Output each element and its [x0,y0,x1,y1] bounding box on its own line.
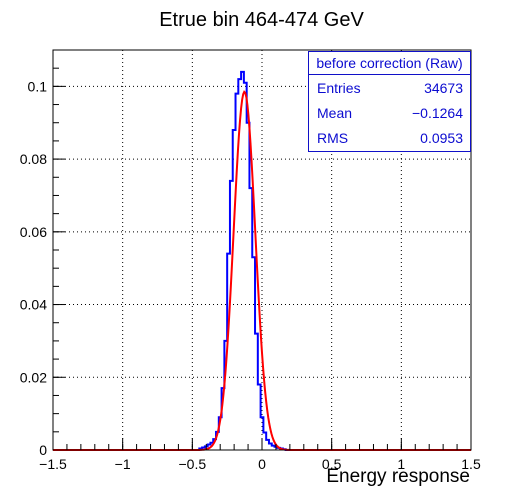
stats-header: before correction (Raw) [309,52,470,75]
x-tick-label: −0.5 [179,456,207,472]
stats-label: RMS [317,130,349,146]
x-tick-label: 1 [397,456,405,472]
y-tick-label: 0.1 [28,78,48,94]
x-tick-label: −1 [115,456,131,472]
histogram-step-line [53,70,471,451]
y-tick-label: 0.02 [20,369,47,385]
stats-label: Mean [317,105,353,121]
y-tick-label: 0.08 [20,151,47,167]
x-tick-label: −1.5 [39,456,67,472]
x-tick-label: 1.5 [461,456,481,472]
chart-title: Etrue bin 464-474 GeV [159,9,364,31]
stats-value: 0.0953 [420,130,463,146]
stats-box: before correction (Raw) Entries 34673 Me… [308,51,471,152]
y-tick-label: 0 [39,442,47,458]
y-tick-label: 0.04 [20,297,47,313]
y-axis: 0 0.02 0.04 0.06 0.08 0.1 [20,49,65,458]
histogram-series [53,70,471,451]
x-axis-label: Energy response [326,466,470,487]
stats-row-rms: RMS 0.0953 [317,130,463,150]
x-tick-label: 0 [258,456,266,472]
stats-value: 34673 [424,80,463,96]
x-axis: −1.5 −1 −0.5 0 0.5 1 1.5 [39,438,481,472]
stats-value: −0.1264 [412,105,463,121]
stats-row-mean: Mean −0.1264 [317,105,463,125]
x-tick-label: 0.5 [322,456,342,472]
stats-row-entries: Entries 34673 [317,80,463,100]
y-tick-label: 0.06 [20,224,47,240]
stats-label: Entries [317,80,361,96]
grid-lines [53,50,471,450]
